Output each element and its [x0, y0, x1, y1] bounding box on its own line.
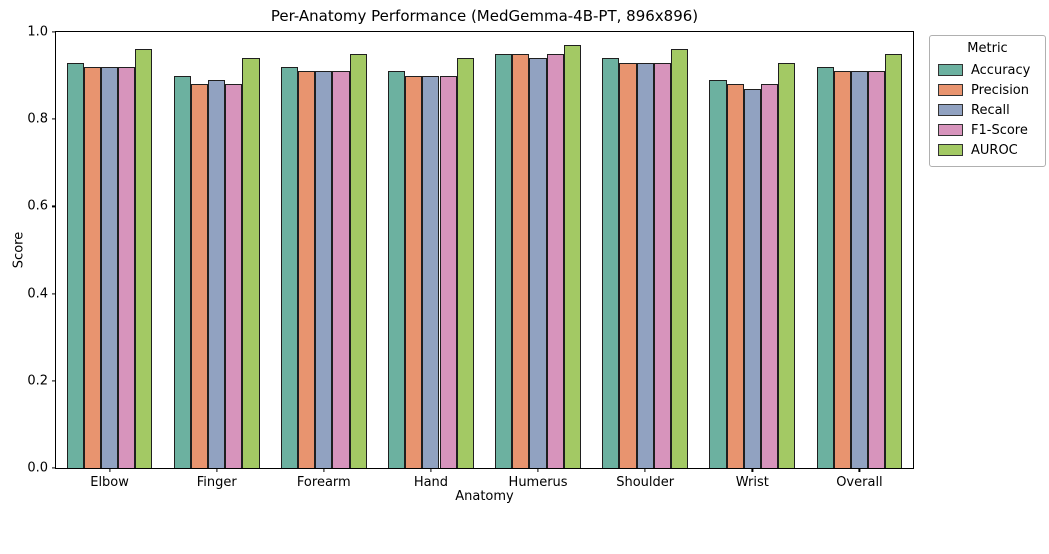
bar-shoulder-accuracy — [602, 58, 620, 468]
y-tick-label: 1.0 — [27, 24, 48, 40]
legend-entry-label: F1-Score — [971, 122, 1028, 138]
x-tick-label: Finger — [196, 475, 237, 490]
legend-entries: Accuracy Precision Recall F1-Score AUROC — [938, 60, 1037, 160]
bar-shoulder-f1-score — [653, 62, 671, 468]
bar-wrist-recall — [743, 88, 761, 468]
bar-hand-auroc — [456, 58, 474, 468]
bar-elbow-auroc — [135, 49, 153, 468]
y-tick-label: 0.6 — [27, 198, 48, 214]
bar-elbow-precision — [83, 66, 101, 468]
y-tick-mark — [52, 380, 56, 382]
bar-overall-f1-score — [868, 71, 886, 468]
x-tick-label: Forearm — [296, 475, 351, 490]
bar-hand-accuracy — [388, 71, 406, 468]
legend-entry-label: AUROC — [971, 142, 1018, 158]
x-tick-mark — [537, 468, 539, 472]
bar-finger-auroc — [242, 58, 260, 468]
legend-entry-label: Accuracy — [971, 62, 1031, 78]
chart-title: Per-Anatomy Performance (MedGemma-4B-PT,… — [270, 7, 699, 25]
y-tick-label: 0.4 — [27, 286, 48, 302]
bar-wrist-auroc — [778, 62, 796, 468]
y-tick-label: 0.8 — [27, 111, 48, 127]
bar-wrist-accuracy — [709, 79, 727, 468]
bar-finger-f1-score — [225, 84, 243, 468]
bar-humerus-f1-score — [546, 53, 564, 468]
x-tick-mark — [323, 468, 325, 472]
legend-swatch — [938, 104, 963, 116]
bar-humerus-accuracy — [495, 53, 513, 468]
bar-forearm-recall — [315, 71, 333, 468]
x-tick-label: Humerus — [508, 475, 568, 490]
legend: Metric Accuracy Precision Recall F1-Score AU… — [929, 35, 1046, 167]
bar-forearm-precision — [298, 71, 316, 468]
bar-finger-recall — [208, 79, 226, 468]
legend-entry-recall: Recall — [938, 100, 1037, 120]
x-tick-label: Shoulder — [616, 475, 675, 490]
legend-swatch — [938, 84, 963, 96]
y-axis-label: Score — [11, 231, 27, 269]
legend-entry-label: Precision — [971, 82, 1030, 98]
x-tick-label: Hand — [413, 475, 449, 490]
bar-overall-accuracy — [816, 66, 834, 468]
bar-hand-f1-score — [439, 75, 457, 468]
legend-swatch — [938, 144, 963, 156]
bar-elbow-f1-score — [118, 66, 136, 468]
y-tick-mark — [52, 118, 56, 120]
y-tick-mark — [52, 31, 56, 33]
bar-finger-accuracy — [173, 75, 191, 468]
bar-finger-precision — [190, 84, 209, 468]
x-tick-label: Wrist — [735, 475, 769, 490]
y-tick-label: 0.2 — [27, 373, 48, 389]
bar-forearm-accuracy — [280, 66, 299, 468]
legend-swatch — [938, 124, 963, 136]
x-tick-mark — [644, 468, 646, 472]
bar-humerus-auroc — [563, 45, 581, 468]
legend-entry-precision: Precision — [938, 80, 1037, 100]
legend-entry-auroc: AUROC — [938, 140, 1037, 160]
legend-entry-f1-score: F1-Score — [938, 120, 1037, 140]
bar-shoulder-precision — [619, 62, 637, 468]
bar-forearm-f1-score — [332, 71, 350, 468]
legend-swatch — [938, 64, 963, 76]
x-tick-mark — [108, 468, 111, 472]
x-tick-label: Overall — [836, 475, 883, 490]
bar-elbow-recall — [100, 66, 119, 468]
x-axis-label: Anatomy — [455, 489, 514, 504]
plot-area: 0.0 0.2 0.4 0.6 0.8 1.0 Elbow Finger Forearm Hand… — [27, 25, 914, 490]
bar-overall-precision — [833, 71, 851, 468]
y-tick-mark — [52, 205, 56, 207]
bar-hand-recall — [422, 75, 440, 468]
x-tick-mark — [216, 468, 218, 472]
y-tick-mark — [52, 293, 56, 295]
bar-wrist-precision — [726, 84, 744, 468]
bar-shoulder-auroc — [670, 49, 689, 468]
x-tick-label: Elbow — [90, 475, 129, 490]
x-tick-mark — [751, 468, 753, 472]
legend-entry-accuracy: Accuracy — [938, 60, 1037, 80]
bar-hand-precision — [405, 75, 423, 468]
bar-overall-recall — [850, 71, 868, 468]
bar-humerus-recall — [529, 58, 547, 468]
bar-wrist-f1-score — [760, 84, 778, 468]
x-tick-mark — [430, 468, 432, 472]
y-tick-mark — [52, 467, 56, 469]
bar-forearm-auroc — [349, 53, 367, 468]
y-tick-label: 0.0 — [27, 460, 48, 476]
bar-shoulder-recall — [636, 62, 654, 468]
legend-entry-label: Recall — [971, 102, 1010, 118]
legend-title: Metric — [967, 41, 1008, 56]
x-tick-mark — [858, 468, 861, 472]
bar-humerus-precision — [512, 53, 530, 468]
bar-overall-auroc — [885, 53, 903, 468]
bar-elbow-accuracy — [66, 62, 84, 468]
